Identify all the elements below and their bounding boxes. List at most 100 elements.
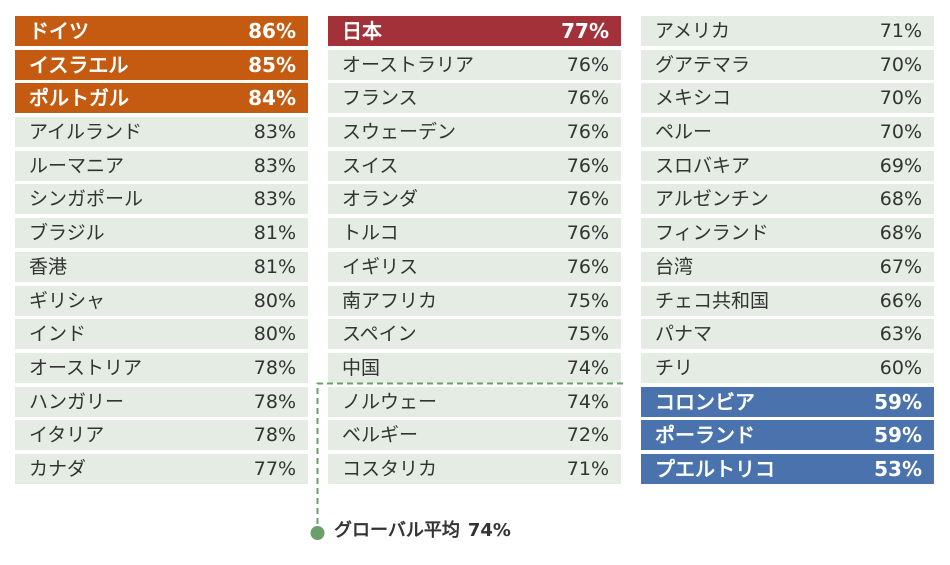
table-row: スウェーデン 76%: [328, 117, 621, 148]
table-row: 南アフリカ 75%: [328, 285, 621, 316]
country-percentage: 59%: [874, 423, 922, 448]
table-row: フランス 76%: [328, 83, 621, 114]
country-percentage: 70%: [879, 87, 922, 110]
country-percentage: 78%: [253, 390, 296, 413]
table-row: パナマ 63%: [641, 319, 934, 350]
country-name: スペイン: [342, 323, 417, 346]
country-percentage: 78%: [253, 424, 296, 447]
country-percentage: 80%: [253, 323, 296, 346]
country-name: 台湾: [655, 255, 694, 278]
country-name: フィンランド: [655, 222, 769, 245]
table-row: オランダ 76%: [328, 184, 621, 215]
country-name: シンガポール: [29, 188, 144, 211]
table-row: イスラエル 85%: [15, 49, 308, 80]
table-row: イギリス 76%: [328, 251, 621, 282]
table-row: スロバキア 69%: [641, 150, 934, 181]
ranking-column-1: ドイツ 86% イスラエル 85% ポルトガル 84% アイルランド 83% ルーマニア 83% シ…: [15, 16, 308, 488]
country-percentage: 70%: [879, 53, 922, 76]
table-row: インド 80%: [15, 319, 308, 350]
country-name: パナマ: [655, 323, 713, 346]
country-percentage: 83%: [253, 154, 296, 177]
table-row: ペルー 70%: [641, 117, 934, 148]
country-name: アメリカ: [655, 20, 731, 42]
country-name: 中国: [342, 356, 381, 379]
table-row: オーストリア 78%: [15, 352, 308, 383]
country-name: イタリア: [29, 424, 105, 447]
country-name: ノルウェー: [342, 390, 438, 413]
country-percentage: 78%: [253, 356, 296, 379]
country-name: チェコ共和国: [655, 289, 770, 312]
country-percentage: 86%: [248, 19, 296, 43]
table-row: チリ 60%: [641, 352, 934, 383]
country-name: オランダ: [342, 188, 419, 211]
country-percentage: 84%: [248, 86, 296, 111]
global-average-text: グローバル平均: [334, 520, 460, 541]
country-name: インド: [29, 323, 87, 346]
country-name: カナダ: [29, 457, 87, 480]
country-name: メキシコ: [655, 87, 732, 110]
country-percentage: 71%: [566, 457, 609, 480]
table-row: ノルウェー 74%: [328, 386, 621, 417]
table-row: スイス 76%: [328, 150, 621, 181]
table-row: アメリカ 71%: [641, 16, 934, 46]
table-row: イタリア 78%: [15, 420, 308, 451]
country-name: 香港: [29, 255, 68, 278]
country-percentage: 85%: [248, 52, 296, 77]
country-percentage: 76%: [566, 222, 609, 245]
country-name: ベルギー: [342, 424, 419, 447]
country-percentage: 70%: [879, 121, 922, 144]
table-row: コスタリカ 71%: [328, 453, 621, 484]
country-percentage: 72%: [566, 424, 609, 447]
country-name: アルゼンチン: [655, 188, 769, 211]
table-row: シンガポール 83%: [15, 184, 308, 215]
country-name: イギリス: [342, 255, 419, 278]
country-percentage: 74%: [566, 356, 609, 379]
country-percentage: 68%: [879, 188, 922, 211]
country-percentage: 66%: [879, 289, 922, 312]
table-row: チェコ共和国 66%: [641, 285, 934, 316]
country-percentage: 81%: [253, 255, 296, 278]
country-percentage: 60%: [879, 356, 922, 379]
table-row: トルコ 76%: [328, 218, 621, 249]
table-row: ギリシャ 80%: [15, 285, 308, 316]
country-name: オーストラリア: [342, 53, 475, 76]
country-name: オーストリア: [29, 356, 143, 379]
country-percentage: 75%: [566, 323, 609, 346]
table-row: 日本 77%: [328, 16, 621, 46]
country-name: ポーランド: [655, 423, 755, 448]
table-row: グアテマラ 70%: [641, 49, 934, 80]
country-percentage: 76%: [566, 87, 609, 110]
country-name: スウェーデン: [342, 121, 457, 144]
country-name: ギリシャ: [29, 289, 106, 312]
table-row: 香港 81%: [15, 251, 308, 282]
table-row: ベルギー 72%: [328, 420, 621, 451]
country-percentage: 75%: [566, 289, 609, 312]
table-row: ポーランド 59%: [641, 420, 934, 451]
country-percentage: 76%: [566, 121, 609, 144]
table-row: フィンランド 68%: [641, 218, 934, 249]
country-percentage: 53%: [874, 456, 922, 481]
country-name: ペルー: [655, 121, 713, 144]
country-name: スロバキア: [655, 154, 751, 177]
country-name: コロンビア: [655, 389, 755, 414]
country-name: ハンガリー: [29, 390, 125, 413]
table-row: ポルトガル 84%: [15, 83, 308, 114]
table-row: スペイン 75%: [328, 319, 621, 350]
country-name: ルーマニア: [29, 154, 125, 177]
table-row: ハンガリー 78%: [15, 386, 308, 417]
country-name: 南アフリカ: [342, 289, 438, 312]
country-percentage: 71%: [879, 20, 922, 42]
country-name: スイス: [342, 154, 399, 177]
country-percentage: 83%: [253, 121, 296, 144]
country-percentage: 76%: [566, 53, 609, 76]
global-average-dot: [310, 526, 325, 540]
country-name: コスタリカ: [342, 457, 438, 480]
table-row: コロンビア 59%: [641, 386, 934, 417]
country-name: アイルランド: [29, 121, 143, 144]
global-average-label: グローバル平均 74%: [334, 516, 511, 542]
table-row: ブラジル 81%: [15, 218, 308, 249]
country-percentage: 80%: [253, 289, 296, 312]
table-row: メキシコ 70%: [641, 83, 934, 114]
country-percentage: 83%: [253, 188, 296, 211]
table-row: アイルランド 83%: [15, 117, 308, 148]
